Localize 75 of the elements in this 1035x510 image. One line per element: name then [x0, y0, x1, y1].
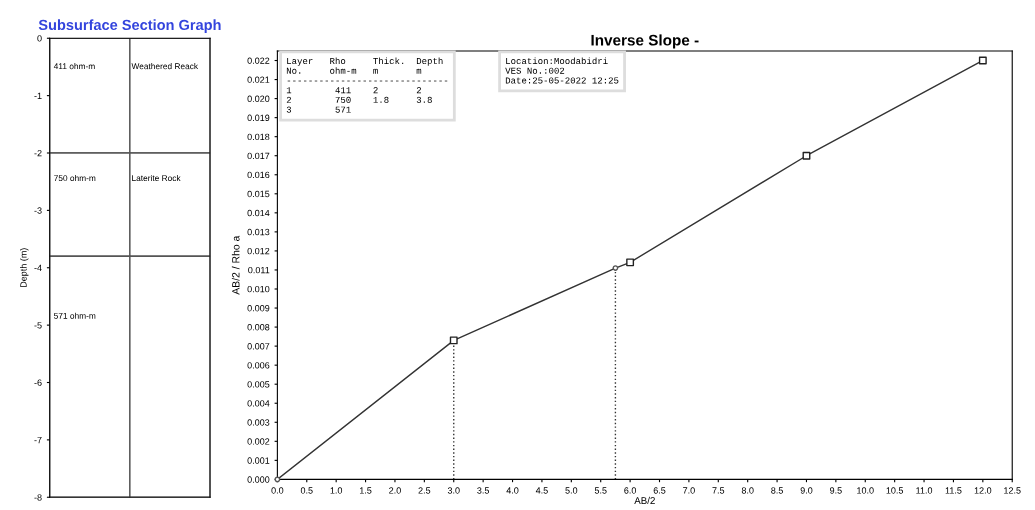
y-tick-label: 0.007: [247, 343, 270, 350]
chart-title: Inverse Slope -: [591, 34, 699, 49]
y-tick-label: 0.016: [247, 171, 270, 179]
point: [802, 151, 811, 160]
annotation: 750 ohm-m: [54, 174, 96, 182]
x-tick-label: 3.0: [447, 487, 460, 494]
point: [612, 265, 619, 271]
y-tick-label: 0.002: [247, 438, 270, 445]
y-tick-label: 0.005: [247, 381, 270, 388]
x-tick-label: 5.5: [594, 487, 607, 494]
y-tick-label: 0.008: [247, 324, 270, 331]
y-tick-label: 0.022: [247, 57, 270, 64]
annotation: Weathered Reack: [131, 63, 199, 70]
y-tick-label: 0.021: [247, 76, 270, 83]
y-tick-label: -3: [34, 207, 42, 214]
point: [978, 56, 987, 65]
y-tick-label: -7: [34, 436, 42, 444]
x-tick-label: 0.0: [271, 487, 284, 494]
y-tick-label: -8: [34, 494, 42, 501]
y-tick-label: 0.001: [247, 457, 270, 464]
annotation: 571 ohm-m: [54, 312, 96, 319]
x-tick-label: 4.0: [506, 487, 519, 494]
y-tick-label: 0.004: [247, 400, 270, 407]
x-tick-label: 1.0: [330, 487, 343, 494]
x-tick-label: 4.5: [535, 487, 548, 494]
y-tick-label: 0.006: [247, 362, 270, 369]
x-tick-label: 11.5: [945, 487, 962, 494]
x-tick-label: 7.5: [712, 487, 725, 494]
y-tick-label: 0.010: [247, 285, 270, 293]
y-tick-label: 0.003: [247, 419, 270, 426]
x-tick-label: 8.0: [741, 487, 754, 494]
y-tick-label: 0: [37, 35, 42, 42]
y-tick-label: 0.018: [247, 133, 270, 141]
x-tick-label: 5.0: [565, 487, 578, 494]
x-tick-label: 2.0: [389, 487, 401, 494]
y-tick-label: 0.015: [247, 190, 270, 198]
x-tick-label: 7.0: [683, 487, 695, 494]
point: [449, 336, 458, 345]
x-tick-label: 6.0: [624, 487, 637, 494]
y-tick-label: 0.013: [247, 228, 270, 236]
x-axis-title: AB/2: [634, 496, 655, 504]
x-tick-label: 11.0: [916, 487, 933, 494]
y-tick-label: 0.000: [247, 476, 270, 483]
annotation: Layer Rho Thick. Depth No. ohm-m m m ------------------------------ 1 411 2 2 2 750 1.8 3.8 3 571: [286, 57, 448, 113]
point: [626, 258, 635, 267]
x-tick-label: 9.0: [800, 487, 813, 494]
y-axis-title: AB/2 / Rho a: [231, 235, 240, 295]
y-axis-title: Depth (m): [20, 248, 29, 288]
x-tick-label: 0.5: [300, 487, 313, 494]
x-tick-label: 12.0: [974, 487, 992, 494]
x-tick-label: 10.5: [886, 487, 904, 494]
y-tick-label: 0.020: [247, 95, 270, 102]
x-tick-label: 2.5: [418, 487, 431, 494]
y-tick-label: 0.014: [247, 209, 270, 217]
annotation: Laterite Rock: [132, 174, 181, 182]
annotation: Location:Moodabidri VES No.:002 Date:25-05-2022 12:25: [505, 57, 619, 84]
y-tick-label: 0.009: [247, 305, 270, 312]
chart-title: Subsurface Section Graph: [38, 19, 221, 33]
y-tick-label: -5: [34, 322, 42, 329]
y-tick-label: -2: [34, 149, 42, 157]
x-tick-label: 3.5: [477, 487, 490, 494]
y-tick-label: 0.011: [248, 266, 270, 274]
x-tick-label: 8.5: [771, 487, 783, 494]
y-tick-label: 0.019: [247, 114, 270, 121]
x-tick-label: 10.0: [857, 487, 874, 494]
x-tick-label: 6.5: [653, 487, 666, 494]
y-tick-label: 0.012: [247, 247, 270, 255]
x-tick-label: 12.5: [1004, 487, 1021, 494]
y-tick-label: -1: [34, 92, 42, 99]
y-tick-label: -6: [34, 379, 42, 386]
x-tick-label: 9.5: [830, 487, 842, 494]
x-tick-label: 1.5: [359, 487, 372, 494]
y-tick-label: -4: [34, 264, 42, 272]
y-tick-label: 0.017: [247, 152, 270, 160]
annotation: 411 ohm-m: [53, 63, 95, 70]
